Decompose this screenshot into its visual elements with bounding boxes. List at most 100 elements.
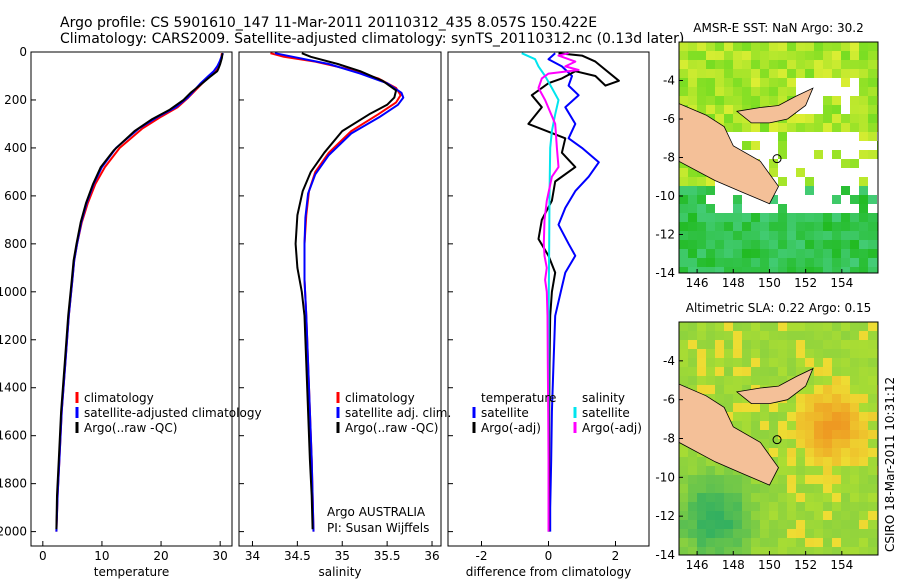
map-cell — [814, 529, 824, 539]
map-cell — [823, 222, 833, 232]
map-cell — [850, 69, 860, 79]
map-cell — [823, 340, 833, 350]
map-cell — [679, 258, 689, 268]
map-cell — [841, 123, 851, 133]
map-cell — [805, 511, 815, 521]
map-cell — [715, 258, 725, 268]
legend-group-title: temperature — [481, 391, 556, 405]
map-cell — [778, 267, 788, 273]
map-cell — [760, 222, 770, 232]
float-position-marker — [772, 435, 782, 445]
map-cell — [697, 331, 707, 341]
map-cell — [859, 403, 869, 413]
map-cell — [742, 376, 752, 386]
map-cell — [787, 547, 797, 555]
map-cell — [787, 222, 797, 232]
map-cell — [769, 60, 779, 70]
map-cell — [778, 547, 788, 555]
map-cell — [751, 547, 761, 555]
map-cell — [859, 258, 869, 268]
map-cell — [832, 258, 842, 268]
map-cell — [715, 222, 725, 232]
map-cell — [778, 177, 788, 187]
map-cell — [751, 141, 761, 151]
map-cell — [751, 403, 761, 413]
map-cell — [787, 141, 797, 151]
map-cell — [769, 547, 779, 555]
land-mass — [735, 367, 814, 405]
map-cell — [814, 168, 824, 178]
map-cell — [751, 322, 761, 332]
map-cell — [823, 376, 833, 386]
map-cell — [697, 213, 707, 223]
map-cell — [796, 177, 806, 187]
map-cell — [742, 511, 752, 521]
map-cell — [859, 493, 869, 503]
map-cell — [796, 240, 806, 250]
legend-label: Argo(-adj) — [582, 421, 642, 435]
map-cell — [706, 195, 716, 205]
map-cell — [796, 394, 806, 404]
map-cell — [832, 96, 842, 106]
map-cell — [778, 529, 788, 539]
map-cell — [859, 150, 869, 160]
map-cell — [724, 240, 734, 250]
map-cell — [733, 547, 743, 555]
map-cell — [868, 475, 878, 485]
map-cell — [814, 195, 824, 205]
map-cell — [715, 538, 725, 548]
map-cell — [796, 529, 806, 539]
map-cell — [841, 240, 851, 250]
map-cell — [778, 331, 788, 341]
map-cell — [751, 349, 761, 359]
map-cell — [715, 493, 725, 503]
map-cell — [814, 60, 824, 70]
map-cell — [751, 42, 761, 52]
sst-map-panel: AMSR-E SST: NaN Argo: 30.2 146 148 150 152 15… — [655, 21, 879, 290]
map-cell — [805, 132, 815, 142]
map-cell — [688, 195, 698, 205]
map-cell — [679, 69, 689, 79]
map-cell — [823, 213, 833, 223]
map-cell — [841, 105, 851, 115]
map-cell — [868, 42, 878, 52]
map-cell — [823, 520, 833, 530]
map-cell — [805, 421, 815, 431]
map-cell — [859, 168, 869, 178]
map-cell — [850, 493, 860, 503]
map-cell — [850, 367, 860, 377]
map-cell — [859, 331, 869, 341]
map-cell — [832, 69, 842, 79]
legend-label: satellite — [582, 406, 630, 420]
map-cell — [796, 267, 806, 273]
map-cell — [679, 177, 689, 187]
x-tick-label: 146 — [686, 276, 709, 290]
map-cell — [868, 159, 878, 169]
map-cell — [751, 96, 761, 106]
series-line-temperature-argo-adj- — [527, 52, 620, 532]
map-cell — [733, 331, 743, 341]
map-cell — [868, 267, 878, 273]
map-cell — [805, 412, 815, 422]
y-tick-label: 1200 — [0, 333, 27, 347]
map-cell — [841, 385, 851, 395]
map-cell — [706, 484, 716, 494]
legend-label: satellite-adjusted climatology — [84, 406, 262, 420]
map-cell — [805, 114, 815, 124]
map-cell — [715, 322, 725, 332]
map-cell — [859, 457, 869, 467]
map-cell — [724, 114, 734, 124]
map-cell — [679, 484, 689, 494]
map-cell — [850, 547, 860, 555]
map-cell — [859, 159, 869, 169]
map-cell — [832, 538, 842, 548]
map-cell — [715, 78, 725, 88]
map-cell — [841, 204, 851, 214]
map-cell — [679, 231, 689, 241]
map-cell — [733, 222, 743, 232]
map-cell — [832, 376, 842, 386]
map-cell — [688, 520, 698, 530]
map-cell — [724, 322, 734, 332]
map-cell — [742, 331, 752, 341]
map-cell — [778, 213, 788, 223]
